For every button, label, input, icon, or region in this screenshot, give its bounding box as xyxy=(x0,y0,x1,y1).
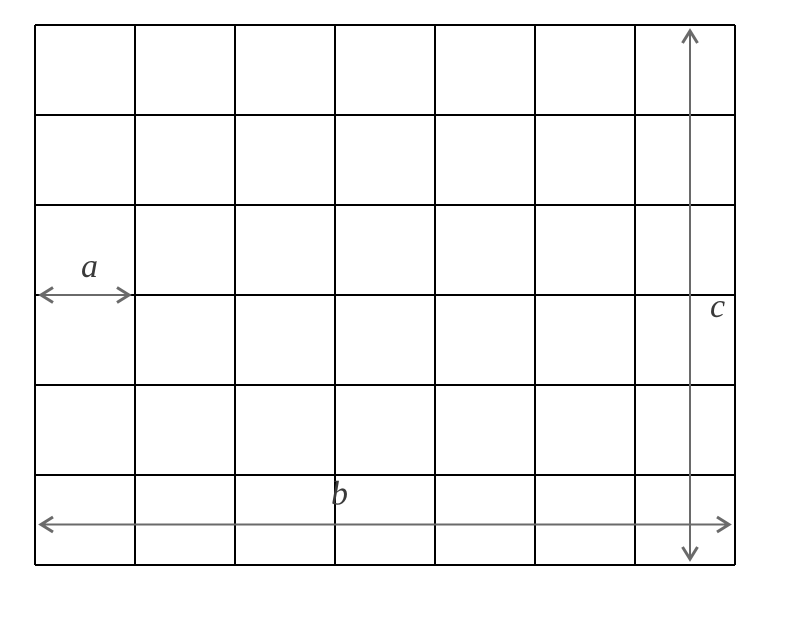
dimension-label-b: b xyxy=(331,476,348,513)
dimension-label-a: a xyxy=(81,248,98,285)
grid-svg: a b c xyxy=(0,0,809,619)
dimension-label-c: c xyxy=(710,288,725,325)
grid-diagram: a b c xyxy=(0,0,809,619)
